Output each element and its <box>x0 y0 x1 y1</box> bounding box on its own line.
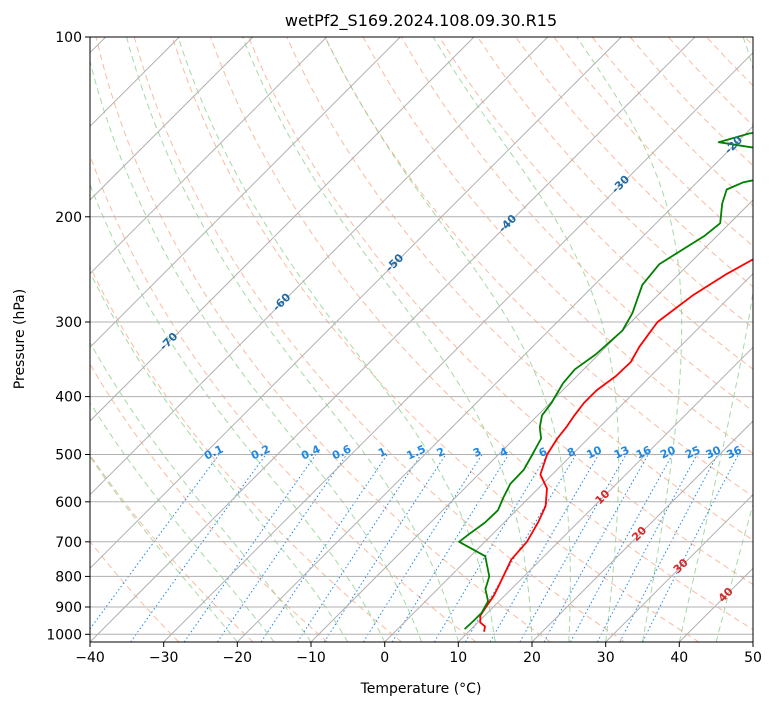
isotherm-line <box>163 51 753 642</box>
dry-adiabat-line <box>90 265 403 642</box>
isotherm-line <box>90 37 475 422</box>
dry-adiabat-line <box>362 37 753 455</box>
plot-frame <box>89 36 754 643</box>
mixing-ratio-label: 20 <box>658 443 678 461</box>
isotherm-line <box>457 346 753 642</box>
dry-adiabat-line <box>286 37 753 541</box>
moist-adiabat-line <box>715 502 753 642</box>
mixing-ratio-line <box>464 454 577 642</box>
chart-title: wetPf2_S169.2024.108.09.30.R15 <box>285 11 557 31</box>
y-tick-label: 500 <box>55 448 82 464</box>
y-axis-title: Pressure (hPa) <box>12 289 28 389</box>
mixing-ratio-line <box>519 454 627 642</box>
mixing-ratio-line <box>323 454 447 642</box>
y-tick-label: 1000 <box>46 627 82 643</box>
temperature-profile-line <box>479 258 753 632</box>
mixing-ratio-lines <box>90 454 739 642</box>
moist-adiabat-line <box>126 37 459 642</box>
y-tick-label: 200 <box>55 210 82 226</box>
dry-adiabat-line <box>248 37 753 586</box>
mixing-ratio-line <box>569 454 673 642</box>
isotherm-line <box>90 37 622 570</box>
mixing-ratio-label: 10 <box>585 443 605 461</box>
moist-adiabat-line <box>90 401 275 642</box>
dewpoint-profile-line <box>458 132 753 630</box>
x-tick-label: −40 <box>75 650 105 666</box>
dry-adiabat-line <box>95 37 551 642</box>
mixing-ratio-line <box>183 454 317 642</box>
x-axis: −40 −30 −20 −10 0 10 20 30 40 50 <box>75 642 762 666</box>
y-tick-label: 600 <box>55 495 82 511</box>
y-tick-label: 900 <box>55 600 82 616</box>
mixing-ratio-line <box>130 454 267 642</box>
isotherm-line <box>90 37 328 275</box>
mixing-ratio-line <box>489 454 600 642</box>
x-tick-label: 0 <box>380 650 389 666</box>
profile-series <box>458 132 753 632</box>
isotherm-line <box>236 125 753 642</box>
moist-adiabat-line <box>90 183 386 642</box>
dry-adiabat-line <box>438 37 753 370</box>
moist-adiabat-line <box>242 37 533 642</box>
moist-adiabat-line <box>90 59 422 642</box>
isotherm-line <box>90 37 401 349</box>
isotherm-line <box>384 272 753 642</box>
y-axis: 100 200 300 400 500 600 700 800 900 1000 <box>46 30 90 643</box>
dry-adiabat-line <box>400 37 753 412</box>
moist-adiabat-line <box>324 37 571 642</box>
x-tick-label: 10 <box>449 650 467 666</box>
moist-adiabat-line <box>432 37 620 642</box>
mixing-ratio-label: 16 <box>634 443 654 461</box>
isotherm-line <box>90 37 549 496</box>
mixing-ratio-line <box>260 454 388 642</box>
y-tick-label: 300 <box>55 315 82 331</box>
dry-adiabat-line <box>515 37 753 288</box>
mixing-ratio-line <box>90 454 220 630</box>
x-tick-label: 20 <box>523 650 541 666</box>
pressure-gridlines <box>90 37 753 635</box>
x-tick-label: −20 <box>223 650 253 666</box>
dry-adiabat-line <box>90 153 477 642</box>
x-tick-label: −10 <box>296 650 326 666</box>
dry-adiabat-line <box>324 37 753 498</box>
plot-area: 0.10.20.40.611.52346810131620253036-100-… <box>90 37 753 642</box>
x-tick-label: 50 <box>744 650 762 666</box>
mixing-ratio-line <box>216 454 348 642</box>
y-tick-label: 100 <box>55 30 82 46</box>
mixing-ratio-line <box>433 454 548 642</box>
dry-adiabat-line <box>210 37 753 631</box>
moist-adiabat-line <box>90 271 349 642</box>
isotherm-line <box>531 420 753 642</box>
mixing-ratio-label: 30 <box>704 443 724 461</box>
y-tick-label: 700 <box>55 535 82 551</box>
x-tick-label: 30 <box>597 650 615 666</box>
moist-adiabat-line <box>678 37 753 642</box>
dry-adiabat-line <box>477 37 753 329</box>
moist-adiabat-line <box>576 37 683 642</box>
dry-adiabat-line <box>133 37 625 642</box>
isotherms <box>90 37 753 642</box>
isotherm-line <box>90 37 696 642</box>
mixing-ratio-label: 25 <box>683 443 702 461</box>
dry-adiabat-line <box>171 37 700 642</box>
y-tick-label: 400 <box>55 390 82 406</box>
dry-adiabats <box>90 37 753 642</box>
mixing-ratio-label: 36 <box>725 443 745 461</box>
dry-adiabat-line <box>90 453 254 642</box>
dry-adiabat-line <box>90 363 328 642</box>
mixing-ratio-line <box>297 454 422 642</box>
mixing-ratio-line <box>596 454 698 642</box>
x-tick-label: 40 <box>670 650 688 666</box>
isotherm-line <box>605 493 753 642</box>
mixing-ratio-label: 13 <box>612 443 631 461</box>
x-axis-title: Temperature (°C) <box>360 681 482 697</box>
x-tick-label: −30 <box>149 650 179 666</box>
isotherm-line <box>90 37 254 201</box>
moist-adiabat-line <box>90 455 238 642</box>
y-tick-label: 800 <box>55 569 82 585</box>
